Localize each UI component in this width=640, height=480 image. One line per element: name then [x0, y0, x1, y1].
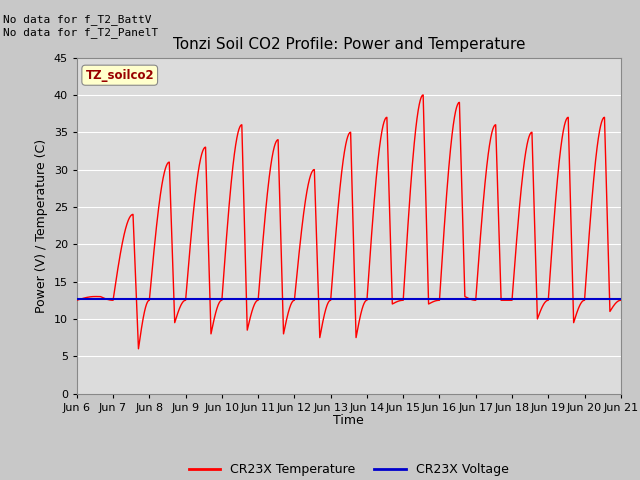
- X-axis label: Time: Time: [333, 414, 364, 427]
- Text: No data for f_T2_BattV
No data for f_T2_PanelT: No data for f_T2_BattV No data for f_T2_…: [3, 14, 159, 38]
- Text: TZ_soilco2: TZ_soilco2: [85, 69, 154, 82]
- Legend: CR23X Temperature, CR23X Voltage: CR23X Temperature, CR23X Voltage: [184, 458, 513, 480]
- Y-axis label: Power (V) / Temperature (C): Power (V) / Temperature (C): [35, 139, 48, 312]
- Title: Tonzi Soil CO2 Profile: Power and Temperature: Tonzi Soil CO2 Profile: Power and Temper…: [173, 37, 525, 52]
